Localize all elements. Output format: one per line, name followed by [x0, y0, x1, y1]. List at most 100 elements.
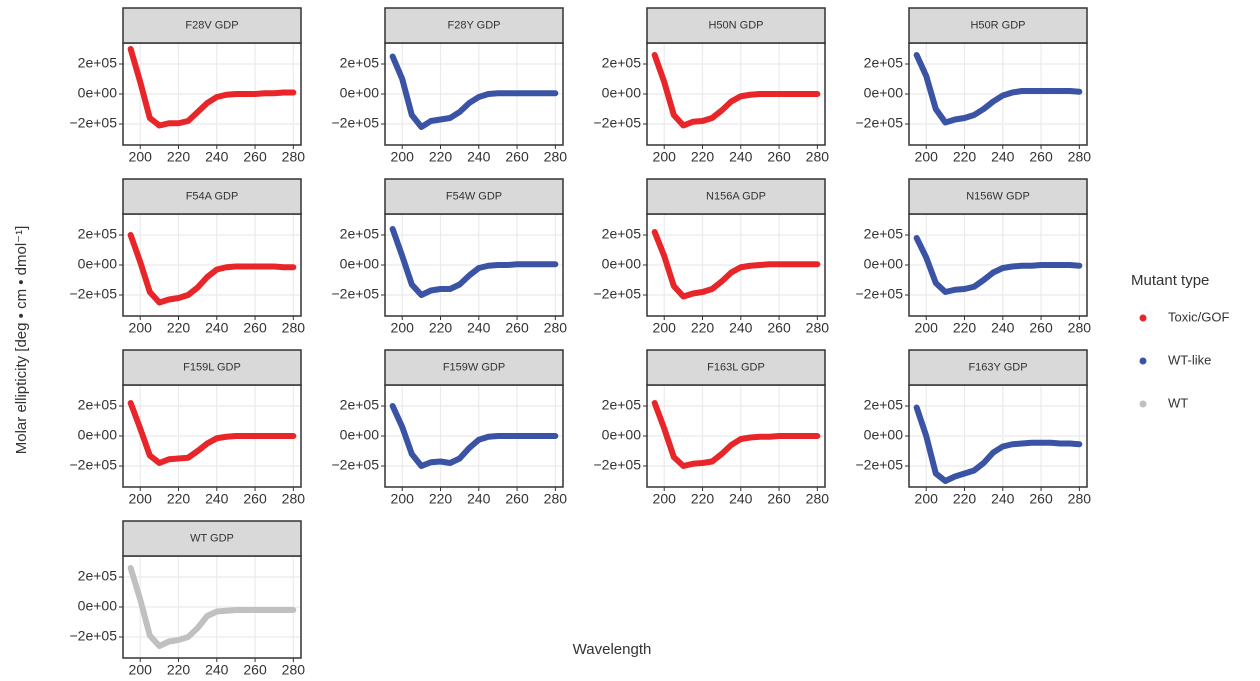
panel-title: N156W GDP [966, 190, 1030, 202]
x-tick-label: 200 [129, 149, 153, 165]
x-tick-label: 220 [953, 320, 977, 336]
x-tick-label: 240 [729, 149, 753, 165]
x-tick-label: 280 [806, 491, 830, 507]
panel-title: F28Y GDP [448, 19, 501, 31]
y-tick-label: 0e+00 [340, 256, 380, 272]
panel-title: H50N GDP [708, 19, 763, 31]
x-tick-label: 280 [1068, 149, 1092, 165]
x-tick-label: 260 [243, 491, 267, 507]
data-line [913, 235, 1083, 295]
y-tick-label: 2e+05 [78, 397, 118, 413]
data-line [389, 403, 559, 469]
x-tick-label: 200 [915, 491, 939, 507]
y-tick-label: −2e+05 [70, 115, 118, 131]
y-tick-label: −2e+05 [856, 457, 904, 473]
x-tick-label: 220 [691, 149, 715, 165]
y-tick-label: 0e+00 [340, 427, 380, 443]
x-tick-label: 220 [167, 491, 191, 507]
x-tick-label: 260 [243, 320, 267, 336]
y-tick-label: −2e+05 [332, 286, 380, 302]
x-tick-label: 200 [653, 491, 677, 507]
y-tick-label: −2e+05 [856, 115, 904, 131]
y-tick-label: −2e+05 [856, 286, 904, 302]
x-tick-label: 220 [953, 491, 977, 507]
x-tick-label: 280 [1068, 491, 1092, 507]
x-tick-label: 260 [1029, 149, 1053, 165]
y-tick-label: 0e+00 [602, 85, 642, 101]
panel-title: F159L GDP [183, 361, 241, 373]
legend-label: Toxic/GOF [1168, 309, 1229, 324]
data-line [651, 229, 821, 300]
x-tick-label: 260 [1029, 491, 1053, 507]
x-tick-label: 260 [767, 320, 791, 336]
legend-swatch [1139, 357, 1147, 365]
x-tick-label: 200 [391, 149, 415, 165]
x-tick-label: 280 [544, 320, 568, 336]
y-tick-label: 0e+00 [340, 85, 380, 101]
strip [122, 178, 302, 215]
data-line [127, 565, 297, 649]
y-tick-label: −2e+05 [594, 115, 642, 131]
legend-label: WT [1168, 395, 1188, 410]
y-tick-label: 0e+00 [78, 427, 118, 443]
strip [646, 7, 826, 44]
panel-title: F163L GDP [707, 361, 765, 373]
panel-title: F163Y GDP [968, 361, 1027, 373]
data-line [389, 53, 559, 130]
x-tick-label: 240 [205, 662, 229, 678]
strip [384, 178, 564, 215]
y-tick-label: 2e+05 [78, 226, 118, 242]
strip [646, 349, 826, 386]
data-line [913, 404, 1083, 484]
strip [122, 7, 302, 44]
x-tick-label: 280 [1068, 320, 1092, 336]
y-tick-label: −2e+05 [70, 286, 118, 302]
x-tick-label: 260 [243, 149, 267, 165]
data-line [913, 52, 1083, 126]
x-tick-label: 200 [391, 491, 415, 507]
x-tick-label: 280 [544, 149, 568, 165]
x-tick-label: 240 [467, 320, 491, 336]
x-tick-label: 260 [1029, 320, 1053, 336]
strip [908, 349, 1088, 386]
x-tick-label: 200 [129, 491, 153, 507]
y-tick-label: 0e+00 [602, 427, 642, 443]
y-tick-label: 0e+00 [602, 256, 642, 272]
data-line [651, 52, 821, 129]
data-line [127, 232, 297, 306]
panel-title: F54A GDP [186, 190, 239, 202]
y-tick-label: 2e+05 [602, 226, 642, 242]
x-tick-label: 260 [505, 149, 529, 165]
y-tick-label: 2e+05 [78, 55, 118, 71]
y-tick-label: −2e+05 [70, 628, 118, 644]
x-tick-label: 280 [282, 491, 306, 507]
y-tick-label: 0e+00 [78, 85, 118, 101]
y-tick-label: −2e+05 [70, 457, 118, 473]
y-tick-label: −2e+05 [594, 457, 642, 473]
x-tick-label: 240 [467, 149, 491, 165]
x-tick-label: 260 [243, 662, 267, 678]
x-tick-label: 240 [729, 491, 753, 507]
y-tick-label: 2e+05 [864, 55, 904, 71]
y-tick-label: 0e+00 [864, 256, 904, 272]
x-tick-label: 200 [653, 320, 677, 336]
y-tick-label: −2e+05 [332, 457, 380, 473]
y-tick-label: 2e+05 [602, 55, 642, 71]
x-tick-label: 280 [806, 320, 830, 336]
x-tick-label: 240 [991, 320, 1015, 336]
x-tick-label: 200 [915, 149, 939, 165]
x-tick-label: 220 [429, 149, 453, 165]
legend-title: Mutant type [1131, 272, 1209, 289]
y-tick-label: 2e+05 [864, 397, 904, 413]
x-tick-label: 240 [205, 491, 229, 507]
legend-swatch [1139, 400, 1147, 408]
x-tick-label: 280 [282, 662, 306, 678]
x-tick-label: 220 [953, 149, 977, 165]
x-tick-label: 280 [806, 149, 830, 165]
panel-title: H50R GDP [970, 19, 1025, 31]
y-tick-label: 2e+05 [340, 397, 380, 413]
y-tick-label: 0e+00 [864, 85, 904, 101]
x-axis-label: Wavelength [573, 641, 652, 658]
x-tick-label: 220 [167, 662, 191, 678]
strip [384, 7, 564, 44]
